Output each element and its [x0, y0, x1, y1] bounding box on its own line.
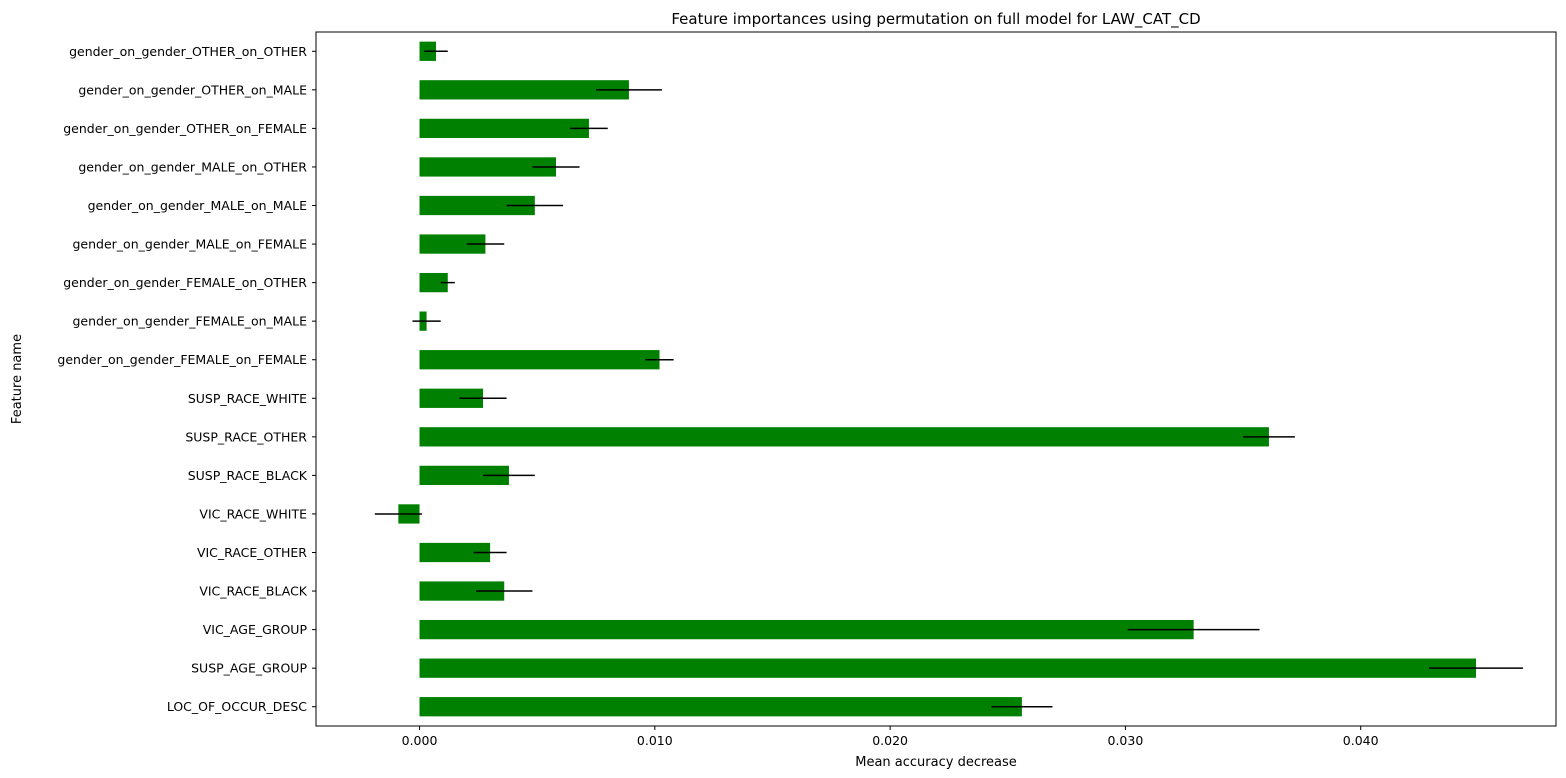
- y-tick-label: gender_on_gender_FEMALE_on_FEMALE: [57, 352, 307, 367]
- bar: [419, 697, 1022, 717]
- bar: [419, 195, 535, 216]
- y-tick-label: VIC_RACE_WHITE: [199, 506, 307, 521]
- y-tick-label: SUSP_RACE_OTHER: [185, 429, 307, 444]
- y-tick-label: gender_on_gender_OTHER_on_FEMALE: [63, 121, 307, 136]
- bar: [419, 272, 448, 293]
- bar: [419, 619, 1194, 640]
- x-tick-label: 0.030: [1108, 733, 1144, 748]
- y-tick-label: gender_on_gender_FEMALE_on_MALE: [73, 314, 308, 329]
- y-tick-label: SUSP_AGE_GROUP: [191, 661, 307, 676]
- x-axis: 0.000 0.010 0.020 0.030 0.040: [402, 726, 1379, 748]
- bar: [419, 581, 505, 601]
- x-tick-label: 0.010: [637, 733, 673, 748]
- y-tick-label: LOC_OF_OCCUR_DESC: [167, 699, 307, 714]
- y-tick-label: gender_on_gender_MALE_on_OTHER: [78, 159, 307, 174]
- y-axis: gender_on_gender_OTHER_on_OTHER gender_on…: [57, 44, 316, 714]
- y-tick-label: gender_on_gender_MALE_on_MALE: [88, 198, 308, 213]
- bar: [419, 465, 509, 486]
- bar: [419, 658, 1476, 678]
- bar: [419, 388, 484, 408]
- bar: [419, 80, 629, 100]
- x-tick-label: 0.020: [872, 733, 908, 748]
- x-tick-label: 0.040: [1343, 733, 1379, 748]
- bar: [419, 350, 660, 370]
- bar: [419, 427, 1269, 447]
- y-tick-label: gender_on_gender_FEMALE_on_OTHER: [63, 275, 307, 290]
- y-tick-label: gender_on_gender_OTHER_on_OTHER: [69, 44, 307, 59]
- x-axis-label: Mean accuracy decrease: [855, 755, 1017, 770]
- y-tick-label: gender_on_gender_MALE_on_FEMALE: [73, 237, 308, 252]
- error-bars-layer: [374, 50, 1524, 708]
- y-tick-label: gender_on_gender_OTHER_on_MALE: [78, 82, 307, 97]
- y-tick-label: VIC_RACE_BLACK: [199, 584, 307, 599]
- y-tick-label: VIC_AGE_GROUP: [203, 622, 308, 637]
- bar: [419, 234, 486, 254]
- y-tick-label: SUSP_RACE_BLACK: [188, 468, 308, 483]
- bar: [419, 542, 491, 563]
- chart-title: Feature importances using permutation on…: [671, 10, 1200, 29]
- y-tick-label: SUSP_RACE_WHITE: [188, 391, 307, 406]
- x-tick-label: 0.000: [402, 733, 438, 748]
- y-axis-label: Feature name: [10, 334, 25, 424]
- bar: [419, 157, 556, 177]
- y-tick-label: VIC_RACE_OTHER: [197, 545, 307, 560]
- plot-frame: [315, 31, 1557, 727]
- bar: [419, 118, 589, 139]
- bars-layer: [398, 41, 1476, 717]
